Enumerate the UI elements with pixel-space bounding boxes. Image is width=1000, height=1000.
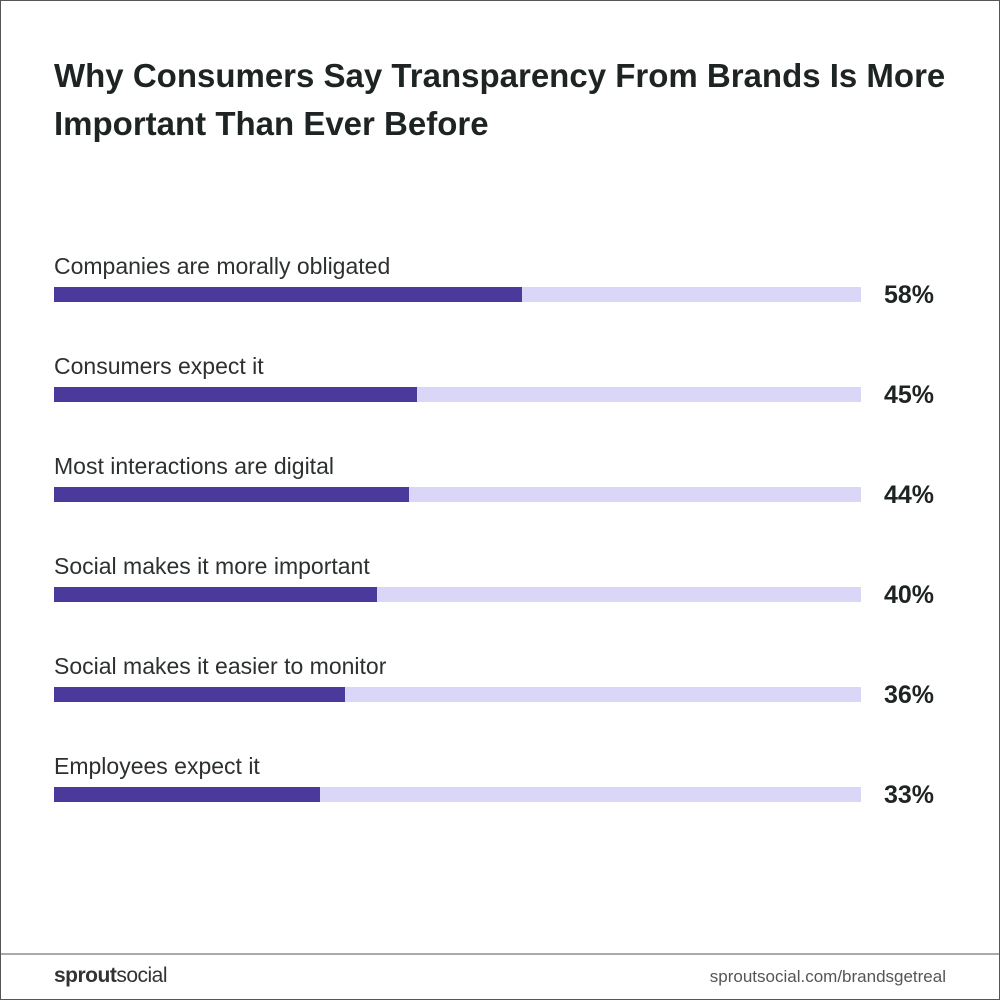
- footer-url: sproutsocial.com/brandsgetreal: [709, 967, 946, 986]
- bar-label: Social makes it easier to monitor: [54, 653, 387, 679]
- value-label: 33%: [884, 781, 935, 809]
- value-label: 40%: [884, 581, 935, 609]
- value-label: 36%: [884, 681, 935, 709]
- bar-label: Companies are morally obligated: [54, 253, 391, 279]
- bar: [54, 287, 523, 302]
- bar-track: [54, 787, 861, 802]
- bar: [54, 787, 321, 802]
- bar-track: [54, 687, 861, 702]
- footer-divider: [1, 953, 999, 955]
- bar: [54, 487, 410, 502]
- sproutsocial-logo: sproutsocial: [54, 964, 168, 988]
- bar-label: Consumers expect it: [54, 353, 264, 379]
- bar-label: Most interactions are digital: [54, 453, 334, 479]
- value-label: 45%: [884, 381, 935, 409]
- value-label: 58%: [884, 281, 935, 309]
- bar-track: [54, 387, 861, 402]
- bar-track: [54, 287, 861, 302]
- bar: [54, 387, 418, 402]
- value-label: 44%: [884, 481, 935, 509]
- bar-track: [54, 587, 861, 602]
- bar-row: Social makes it easier to monitor 36%: [54, 652, 954, 722]
- bar-row: Employees expect it 33%: [54, 752, 954, 822]
- bar: [54, 687, 345, 702]
- logo-light: social: [116, 964, 168, 987]
- bar-row: Consumers expect it 45%: [54, 352, 954, 422]
- bar: [54, 587, 377, 602]
- bar-label: Social makes it more important: [54, 553, 370, 579]
- bar-track: [54, 487, 861, 502]
- logo-bold: sprout: [54, 964, 117, 987]
- bar-row: Most interactions are digital 44%: [54, 452, 954, 522]
- bar-row: Social makes it more important 40%: [54, 552, 954, 622]
- bar-row: Companies are morally obligated 58%: [54, 252, 954, 322]
- bar-label: Employees expect it: [54, 753, 260, 779]
- chart-title: Why Consumers Say Transparency From Bran…: [54, 57, 946, 142]
